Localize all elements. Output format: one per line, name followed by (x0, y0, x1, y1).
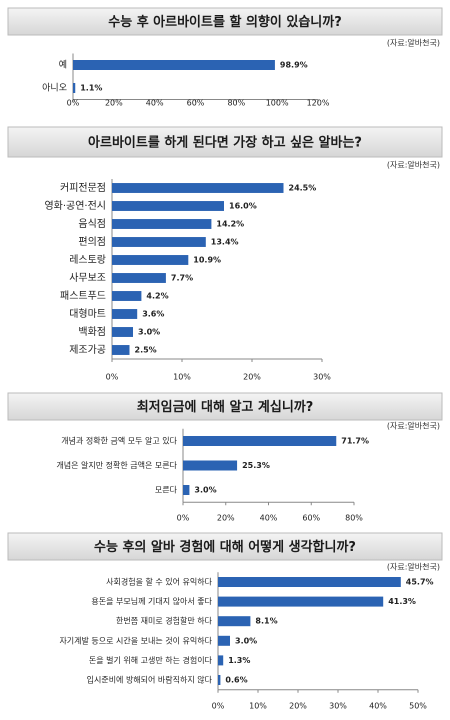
x-tick-label: 20% (243, 373, 261, 382)
category-label: 제조가공 (69, 344, 106, 356)
value-label: 0.6% (225, 676, 247, 685)
x-tick-label: 60% (187, 99, 205, 108)
bar (73, 60, 275, 70)
value-label: 41.3% (388, 597, 416, 606)
category-label: 패스트푸드 (60, 290, 106, 302)
value-label: 4.2% (146, 292, 168, 301)
x-tick-label: 20% (217, 514, 235, 523)
category-label: 편의점 (78, 236, 106, 248)
category-label: 백화점 (78, 326, 106, 338)
title-banner (7, 532, 443, 561)
category-label: 입시준비에 방해되어 바람직하지 않다 (87, 675, 213, 685)
value-label: 3.6% (142, 310, 164, 319)
x-tick-label: 40% (146, 99, 164, 108)
value-label: 24.5% (289, 184, 317, 193)
x-tick-label: 0% (106, 373, 119, 382)
category-label: 아니오 (42, 83, 67, 94)
category-label: 대형마트 (69, 308, 106, 320)
value-label: 14.2% (216, 220, 244, 229)
category-label: 레스토랑 (69, 254, 106, 266)
category-label: 돈을 벌기 위해 고생만 하는 경험이다 (89, 655, 213, 665)
bar (112, 291, 142, 301)
x-tick-label: 20% (105, 99, 123, 108)
x-tick-label: 10% (173, 373, 191, 382)
bar (218, 635, 230, 646)
bar (183, 436, 337, 446)
bar (218, 616, 251, 627)
category-label: 사회경험을 할 수 있어 유익하다 (106, 577, 212, 587)
value-label: 1.1% (80, 84, 102, 93)
category-label: 모른다 (155, 486, 178, 495)
bar (183, 460, 238, 471)
category-label: 음식점 (78, 218, 106, 230)
category-label: 자기계발 등으로 시간을 보내는 것이 유익하다 (59, 635, 212, 645)
value-label: 3.0% (235, 636, 257, 645)
bar (183, 485, 190, 495)
value-label: 45.7% (406, 578, 434, 587)
value-label: 16.0% (229, 202, 257, 211)
x-tick-label: 40% (369, 702, 387, 711)
source-note: (자료:알바천국) (387, 421, 440, 431)
bar (112, 183, 284, 193)
x-tick-label: 80% (227, 99, 245, 108)
x-tick-label: 30% (329, 702, 347, 711)
x-tick-label: 30% (313, 373, 331, 382)
bar (112, 237, 206, 247)
value-label: 2.5% (135, 346, 157, 355)
x-tick-label: 0% (67, 99, 80, 108)
category-label: 개념과 정확한 금액 모두 알고 있다 (61, 436, 177, 446)
bar (112, 345, 130, 355)
value-label: 25.3% (242, 461, 270, 470)
bar (112, 273, 166, 283)
bar (218, 655, 224, 666)
bar (218, 675, 221, 685)
value-label: 1.3% (228, 656, 250, 665)
category-label: 한번쯤 재미로 경험할만 하다 (116, 616, 213, 626)
x-tick-label: 10% (249, 702, 267, 711)
x-tick-label: 100% (266, 99, 289, 108)
category-label: 커피전문점 (60, 182, 106, 194)
x-tick-label: 0% (177, 514, 190, 523)
category-label: 사무보조 (69, 272, 106, 284)
value-label: 71.7% (341, 437, 369, 446)
x-tick-label: 40% (260, 514, 278, 523)
category-label: 용돈을 부모님께 기대지 않아서 좋다 (91, 596, 212, 606)
category-label: 예 (59, 60, 67, 71)
bar (112, 255, 189, 265)
x-tick-label: 0% (212, 702, 225, 711)
value-label: 98.9% (280, 61, 308, 70)
title-banner (7, 126, 443, 158)
value-label: 7.7% (171, 274, 193, 283)
bar (112, 309, 138, 319)
category-label: 개념은 알지만 정확한 금액은 모른다 (56, 460, 177, 470)
title-banner (7, 7, 443, 36)
bar (112, 201, 224, 211)
bar (218, 577, 401, 587)
source-note: (자료:알바천국) (387, 38, 440, 48)
chart-title: 아르바이트를 하게 된다면 가장 하고 싶은 알바는? (88, 135, 362, 151)
bar (73, 83, 76, 93)
value-label: 13.4% (211, 238, 239, 247)
bar (218, 596, 384, 607)
source-note: (자료:알바천국) (387, 562, 440, 572)
chart-title: 수능 후 아르바이트를 할 의향이 있습니까? (108, 14, 342, 30)
x-tick-label: 60% (302, 514, 320, 523)
bar (112, 327, 133, 337)
category-label: 영화·공연·전시 (44, 200, 106, 212)
x-tick-label: 120% (307, 99, 330, 108)
value-label: 3.0% (194, 486, 216, 495)
title-banner (7, 392, 443, 421)
x-tick-label: 50% (409, 702, 427, 711)
value-label: 8.1% (255, 617, 277, 626)
source-note: (자료:알바천국) (387, 160, 440, 170)
chart-title: 최저임금에 대해 알고 계십니까? (137, 399, 314, 415)
value-label: 3.0% (138, 328, 160, 337)
x-tick-label: 20% (289, 702, 307, 711)
value-label: 10.9% (193, 256, 221, 265)
chart-title: 수능 후의 알바 경험에 대해 어떻게 생각합니까? (94, 539, 356, 555)
x-tick-label: 80% (345, 514, 363, 523)
bar (112, 219, 212, 229)
